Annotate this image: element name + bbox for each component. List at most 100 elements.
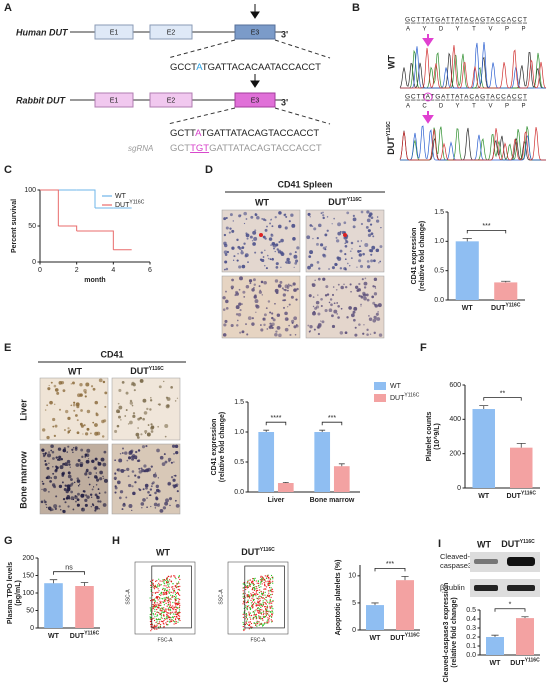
cell [88,483,91,486]
event [170,580,172,582]
cell [80,493,85,498]
event [156,620,158,622]
cell [46,466,50,470]
cell [346,211,350,215]
cell [332,286,335,288]
cell [147,490,150,494]
legend-label: WT [390,383,402,390]
cell [170,476,174,479]
cell [282,293,286,297]
row-label: Bone marrow [18,450,28,509]
cell [64,484,67,487]
x-tick-label: DUTY116C [510,658,540,667]
cell [102,380,106,384]
event [160,591,163,594]
cell [99,477,103,481]
event [159,619,161,621]
cell [60,458,63,461]
legend-swatch [374,382,386,390]
event [169,602,171,604]
event [257,593,259,595]
cell [62,497,66,501]
event [167,575,169,578]
cell [172,484,175,487]
event [258,584,260,587]
cell [104,391,108,395]
cell [374,287,377,289]
cell [84,391,87,394]
cell [288,220,291,223]
cell [77,393,81,398]
event [163,597,165,599]
event [262,592,264,595]
cell [122,447,125,450]
cell [324,248,327,251]
y-tick-label: 0 [352,627,356,634]
event [262,602,264,604]
event [159,601,161,604]
cell [57,447,62,451]
bar [472,409,495,488]
cell [228,231,231,234]
cell [70,383,72,385]
event [154,610,156,612]
event [174,593,177,596]
cell [370,253,373,256]
sgrna-sequence: GCTTGTGATTATACAGTACCACCT [170,143,322,154]
amino-acid: Y [455,104,459,110]
event [270,587,272,589]
cell [97,461,102,466]
cell [116,409,120,414]
cell [54,424,58,428]
cell [61,481,64,484]
cell [157,489,161,493]
cell [343,283,345,286]
cell [322,211,324,214]
cell [267,300,271,303]
event [242,626,244,628]
event [163,593,165,595]
event [244,628,246,630]
cell [165,498,169,503]
cell [315,305,320,309]
event [256,617,258,619]
cell [158,385,162,389]
event [272,591,274,593]
event [153,617,155,619]
event [246,607,248,609]
event [272,600,274,603]
cell [375,219,380,223]
cell [66,487,71,492]
cell [277,224,282,229]
cell [87,476,90,479]
event [245,605,247,607]
event [262,591,265,593]
cell [275,291,279,295]
cell [349,250,352,253]
cell [271,225,274,228]
cell [132,412,136,415]
error-bar [338,463,345,467]
event [157,604,159,606]
amino-acid: V [488,27,492,33]
event [258,608,260,610]
cell [370,216,374,220]
cell [69,483,73,487]
cell [137,449,141,452]
cell [339,267,343,270]
cell [269,322,272,325]
event [179,598,181,601]
cell [59,408,61,411]
event [170,591,172,594]
cell [308,294,312,298]
event [165,602,167,605]
event [175,578,177,580]
label-part: WT [115,193,127,200]
event [164,593,166,596]
event [153,614,155,616]
row-label: Liver [18,399,28,421]
cell [286,257,290,262]
cell [271,326,274,329]
column-label: WT [255,197,269,207]
event [259,605,261,607]
